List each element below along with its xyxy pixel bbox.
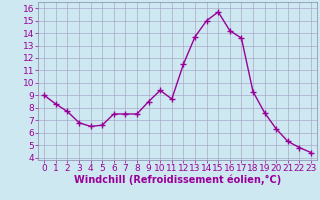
- X-axis label: Windchill (Refroidissement éolien,°C): Windchill (Refroidissement éolien,°C): [74, 175, 281, 185]
